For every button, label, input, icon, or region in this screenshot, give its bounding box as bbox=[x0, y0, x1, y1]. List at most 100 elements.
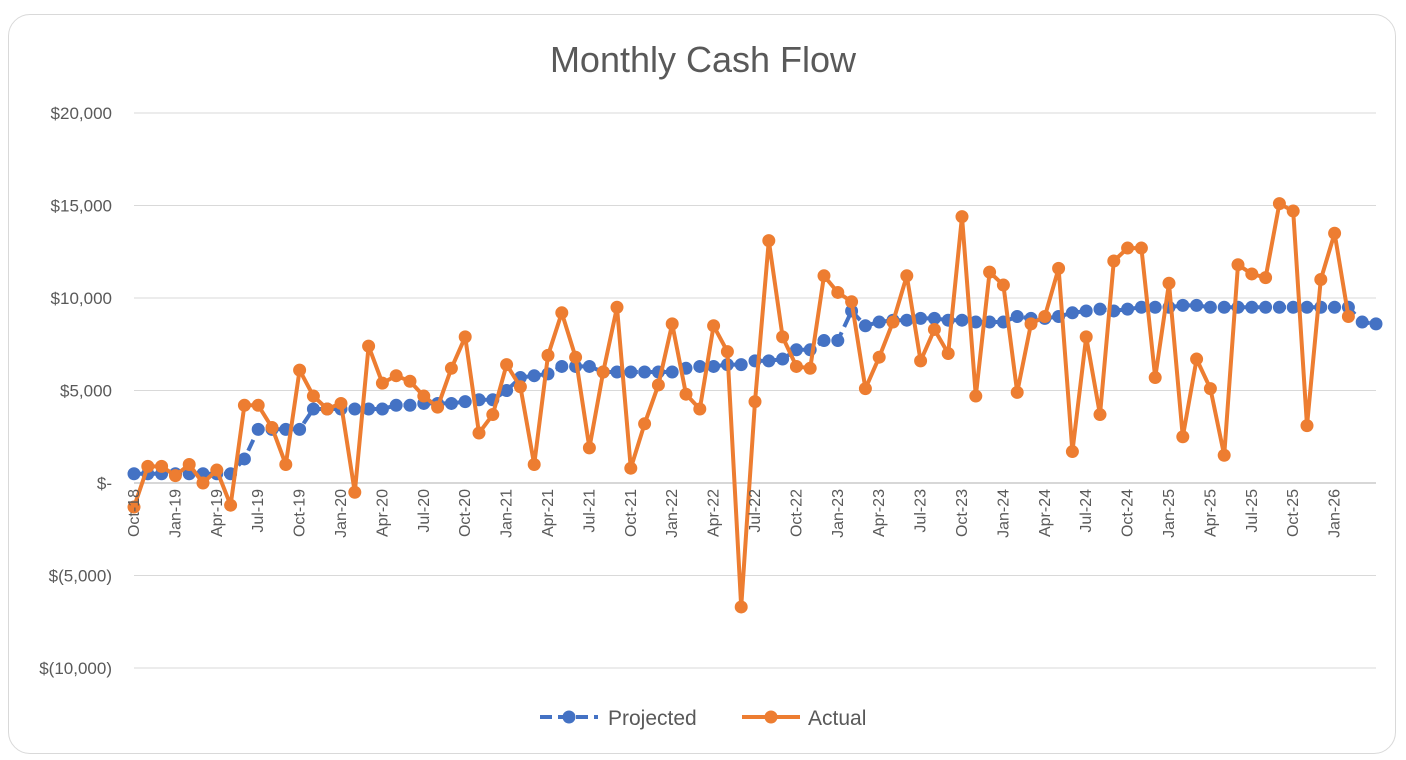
data-point-actual bbox=[1010, 385, 1024, 399]
data-point-projected bbox=[582, 359, 596, 373]
data-point-actual bbox=[955, 210, 969, 224]
data-point-projected bbox=[858, 319, 872, 333]
data-point-projected bbox=[1369, 317, 1383, 331]
x-tick-label: Apr-23 bbox=[871, 489, 888, 537]
data-point-actual bbox=[1065, 445, 1079, 459]
data-point-actual bbox=[1341, 310, 1355, 323]
data-point-projected bbox=[127, 467, 141, 481]
x-tick-label: Oct-22 bbox=[788, 489, 805, 537]
x-tick-label: Apr-20 bbox=[374, 489, 391, 537]
data-point-actual bbox=[927, 322, 941, 336]
data-point-actual bbox=[293, 363, 307, 377]
data-point-projected bbox=[1245, 300, 1259, 314]
data-point-actual bbox=[1148, 371, 1162, 385]
data-point-actual bbox=[555, 306, 569, 320]
x-tick-label: Jul-25 bbox=[1244, 489, 1261, 533]
legend-item-actual[interactable]: Actual bbox=[742, 707, 866, 730]
data-point-projected bbox=[1010, 310, 1024, 323]
data-point-actual bbox=[651, 378, 665, 392]
data-point-actual bbox=[665, 317, 679, 331]
data-point-actual bbox=[513, 380, 527, 394]
data-point-projected bbox=[293, 422, 307, 436]
y-tick-label: $15,000 bbox=[51, 197, 112, 216]
data-point-actual bbox=[1024, 317, 1038, 331]
data-point-projected bbox=[348, 402, 362, 416]
x-tick-label: Oct-19 bbox=[292, 489, 309, 537]
data-point-projected bbox=[693, 359, 707, 373]
data-point-actual bbox=[362, 339, 376, 353]
data-point-actual bbox=[141, 459, 155, 473]
chart-title: Monthly Cash Flow bbox=[550, 39, 857, 80]
data-point-projected bbox=[927, 311, 941, 325]
data-point-actual bbox=[306, 389, 320, 403]
data-point-projected bbox=[1217, 300, 1231, 314]
data-point-projected bbox=[776, 352, 790, 366]
data-point-projected bbox=[762, 354, 776, 368]
legend-item-projected[interactable]: Projected bbox=[540, 707, 697, 730]
data-point-actual bbox=[610, 300, 624, 314]
data-point-actual bbox=[1245, 267, 1259, 281]
data-point-actual bbox=[762, 234, 776, 248]
x-tick-label: Apr-25 bbox=[1202, 489, 1219, 537]
x-tick-label: Jan-22 bbox=[664, 489, 681, 538]
data-point-projected bbox=[955, 313, 969, 327]
data-point-actual bbox=[444, 361, 458, 375]
x-tick-label: Jul-20 bbox=[416, 489, 433, 533]
x-tick-label: Jan-24 bbox=[995, 489, 1012, 538]
data-point-actual bbox=[872, 350, 886, 364]
data-point-actual bbox=[237, 398, 251, 412]
data-point-projected bbox=[458, 395, 472, 409]
x-tick-label: Oct-20 bbox=[457, 489, 474, 537]
x-tick-label: Jul-23 bbox=[913, 489, 930, 533]
data-point-actual bbox=[582, 441, 596, 455]
data-point-actual bbox=[996, 278, 1010, 292]
data-point-actual bbox=[1272, 197, 1286, 211]
data-point-projected bbox=[734, 358, 748, 372]
data-point-actual bbox=[776, 330, 790, 344]
x-tick-label: Oct-21 bbox=[623, 489, 640, 537]
data-point-actual bbox=[1203, 382, 1217, 396]
data-point-actual bbox=[155, 459, 169, 473]
data-point-actual bbox=[1162, 276, 1176, 290]
y-axis-labels: $20,000 $15,000 $10,000 $5,000 $- $(5,000) $(1… bbox=[39, 104, 112, 678]
data-point-actual bbox=[541, 348, 555, 362]
data-point-projected bbox=[1355, 315, 1369, 329]
x-tick-label: Jan-20 bbox=[333, 489, 350, 538]
data-point-actual bbox=[624, 461, 638, 475]
data-point-actual bbox=[803, 361, 817, 375]
data-point-projected bbox=[1328, 300, 1342, 314]
data-point-actual bbox=[845, 295, 859, 309]
data-point-projected bbox=[237, 452, 251, 466]
legend-label-projected: Projected bbox=[608, 707, 697, 730]
data-point-projected bbox=[403, 398, 417, 412]
data-point-actual bbox=[1079, 330, 1093, 344]
legend-label-actual: Actual bbox=[808, 707, 866, 730]
y-tick-label: $20,000 bbox=[51, 104, 112, 123]
data-point-actual bbox=[403, 374, 417, 388]
data-point-actual bbox=[486, 408, 500, 422]
x-axis-labels: Oct-18 Jan-19 Apr-19 Jul-19 Oct-19 Jan-20 Apr-… bbox=[126, 489, 1344, 538]
data-point-actual bbox=[417, 389, 431, 403]
data-point-actual bbox=[638, 417, 652, 431]
data-point-actual bbox=[320, 402, 334, 416]
data-point-projected bbox=[1300, 300, 1314, 314]
data-point-actual bbox=[458, 330, 472, 344]
data-point-actual bbox=[914, 354, 928, 368]
data-point-actual bbox=[127, 500, 141, 514]
data-point-actual bbox=[168, 469, 182, 483]
data-point-projected bbox=[624, 365, 638, 379]
data-point-actual bbox=[720, 345, 734, 359]
data-point-actual bbox=[472, 426, 486, 440]
data-point-actual bbox=[348, 485, 362, 499]
data-point-actual bbox=[679, 387, 693, 401]
data-point-actual bbox=[182, 458, 196, 471]
data-point-projected bbox=[444, 396, 458, 410]
data-point-projected bbox=[638, 365, 652, 379]
data-point-actual bbox=[1259, 271, 1273, 285]
data-point-actual bbox=[527, 458, 541, 471]
x-tick-label: Apr-21 bbox=[540, 489, 557, 537]
x-tick-label: Jan-21 bbox=[499, 489, 516, 538]
data-point-projected bbox=[389, 398, 403, 412]
x-tick-label: Oct-25 bbox=[1285, 489, 1302, 537]
data-point-actual bbox=[1176, 430, 1190, 444]
